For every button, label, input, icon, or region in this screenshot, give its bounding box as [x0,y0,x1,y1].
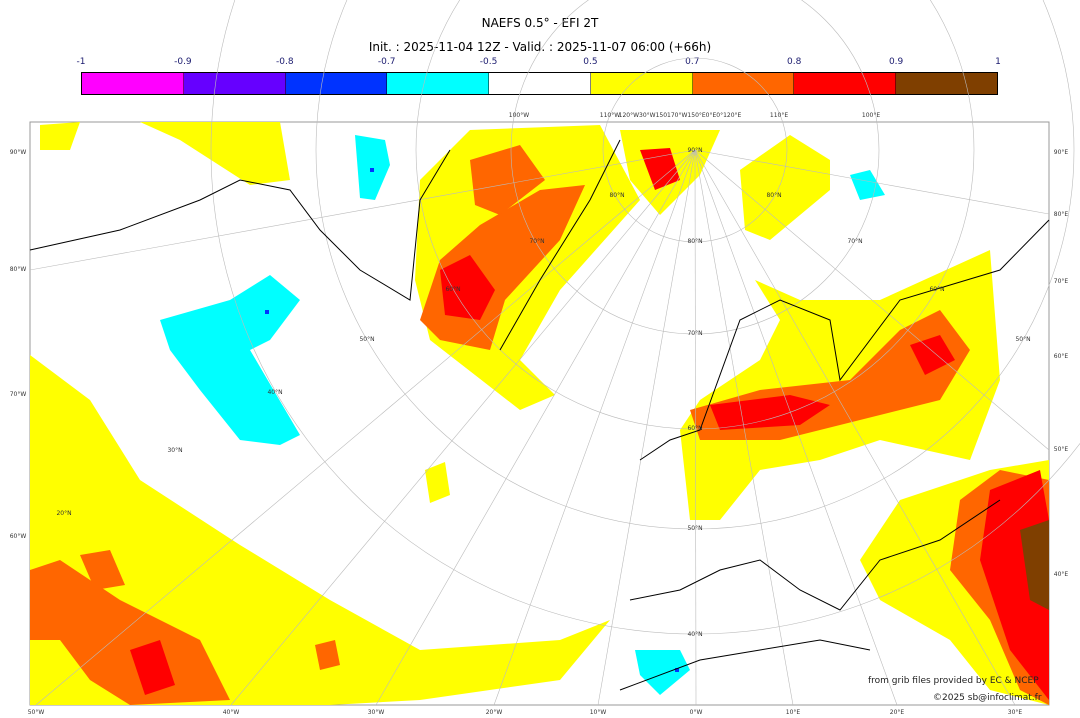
colorbar-swatch [489,73,591,94]
axis-label: 50°N [359,336,374,343]
axis-label: 50°W [28,709,45,716]
colorbar-tick: 0.8 [787,57,802,67]
axis-label: 10°W [590,709,607,716]
axis-label: 30°E [1008,709,1023,716]
colorbar-swatch [794,73,897,94]
axis-label: 10°E [786,709,801,716]
axis-label: 50°E [1054,446,1069,453]
axis-label: 20°N [56,510,71,517]
axis-label: 80°W [10,266,27,273]
axis-label: 20°E [890,709,905,716]
axis-label: 90°N [687,147,702,154]
map-title: NAEFS 0.5° - EFI 2T [481,16,599,30]
axis-label: 120°W30°W150170°W150°E0°E0°120°E [619,112,742,119]
axis-label: 60°N [445,286,460,293]
axis-label: 0°W [690,709,703,716]
colorbar-swatch [590,73,693,94]
source-credit: from grib files provided by EC & NCEP [868,676,1039,686]
colorbar-tick: 0.5 [583,57,598,67]
axis-label: 40°W [223,709,240,716]
axis-label: 60°E [1054,353,1069,360]
axis-label: 50°N [1015,336,1030,343]
axis-label: 70°N [847,238,862,245]
axis-label: 60°N [929,286,944,293]
axis-label: 30°W [368,709,385,716]
axis-label: 40°N [267,389,282,396]
axis-label: 70°N [529,238,544,245]
axis-label: 40°N [687,631,702,638]
axis-label: 80°E [1054,211,1069,218]
axis-label: 70°W [10,391,27,398]
graticule [29,0,1080,706]
axis-label: 110°E [770,112,788,119]
axis-label: 90°E [1054,149,1069,156]
axis-label: 80°N [609,192,624,199]
colorbar-tick: -1 [76,57,86,67]
map-subtitle: Init. : 2025-11-04 12Z - Valid. : 2025-1… [368,40,712,54]
colorbar-tick: 1 [995,57,1001,67]
axis-label: 20°W [486,709,503,716]
axis-label: 70°E [1054,278,1069,285]
copyright: ©2025 sb@infoclimat.fr [933,693,1042,703]
axis-label: 70°N [687,330,702,337]
axis-label: 60°W [10,533,27,540]
colorbar-tick: 0.7 [685,57,700,67]
colorbar-swatch [387,73,490,94]
axis-label: 80°N [687,238,702,245]
axis-label: 80°N [766,192,781,199]
colorbar-tick: -0.8 [275,57,294,67]
colorbar-tick: -0.7 [377,57,396,67]
colorbar-swatch [896,73,998,94]
colorbar-swatch [692,73,795,94]
colorbar-tick: 0.9 [888,57,904,67]
axis-label: 110°W [600,112,620,119]
axis-label: 90°W [10,149,27,156]
colorbar-tick: -0.9 [174,57,192,67]
colorbar-swatch [82,73,184,94]
colorbar-swatch [285,73,388,94]
axis-label: 60°N [687,425,702,432]
axis-label: 100°W [509,112,529,119]
axis-label: 100°E [862,112,880,119]
axis-label: 30°N [167,447,182,454]
colorbar-tick: -0.5 [479,57,498,67]
axis-label: 50°N [687,525,702,532]
efi-fields [30,122,1049,705]
axis-label: 40°E [1054,571,1069,578]
coastlines [29,139,1050,691]
colorbar [81,72,998,95]
colorbar-swatch [183,73,286,94]
